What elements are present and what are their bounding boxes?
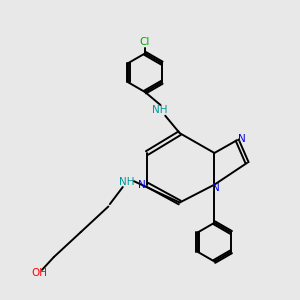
Text: N: N [212, 183, 220, 193]
Text: Cl: Cl [140, 37, 150, 46]
Text: NH: NH [119, 177, 135, 187]
Text: OH: OH [31, 268, 47, 278]
Text: N: N [138, 180, 146, 190]
Text: N: N [238, 134, 245, 144]
Text: NH: NH [152, 105, 168, 116]
